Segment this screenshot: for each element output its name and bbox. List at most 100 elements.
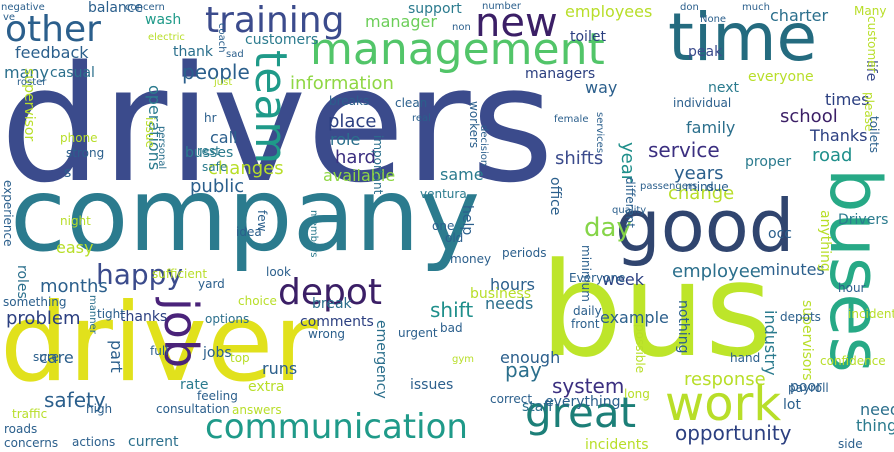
word: employee (672, 261, 761, 282)
word: periods (502, 246, 547, 260)
word: break (312, 296, 352, 312)
word: None (700, 14, 727, 25)
word: available (323, 166, 396, 185)
word: phone (60, 131, 98, 145)
word: issue (143, 117, 157, 148)
word: needs (485, 294, 534, 313)
word: members (308, 210, 319, 258)
word: people (182, 60, 250, 84)
word: s (64, 165, 72, 181)
word: occ (768, 226, 792, 242)
word: personal (156, 126, 167, 170)
word: minutes (760, 260, 825, 279)
word: long (624, 387, 650, 401)
word: family (686, 118, 736, 137)
word: high (86, 402, 113, 416)
word: industry (761, 310, 780, 376)
word: roster (17, 77, 47, 88)
word: traffic (12, 407, 48, 421)
word: week (602, 270, 645, 289)
word: Everyone (569, 271, 626, 285)
word: mins (685, 180, 714, 194)
word: bad (440, 321, 463, 335)
word: casual (50, 65, 95, 81)
word: toilet (570, 29, 606, 45)
word: depots (780, 310, 821, 324)
word: pay (505, 358, 542, 382)
word: sure (33, 350, 59, 364)
word: tight (97, 307, 125, 321)
word: managers (525, 66, 596, 82)
word: actions (72, 435, 116, 449)
word: way (585, 78, 618, 97)
word: correct (490, 392, 533, 406)
word: charter (770, 6, 829, 25)
word: easy (56, 238, 94, 257)
word: much (742, 2, 770, 13)
word: toilets (867, 116, 881, 154)
word: team (245, 50, 296, 165)
word: time (668, 0, 818, 76)
word: everyone (748, 69, 814, 85)
word: roads (4, 422, 38, 436)
word: one (432, 219, 455, 233)
word: strong (66, 146, 105, 160)
word: great (525, 388, 637, 437)
word: services (594, 112, 605, 154)
word: opportunity (675, 421, 792, 445)
word: communication (205, 407, 468, 447)
word: wash (145, 12, 182, 28)
word: enough (500, 348, 561, 367)
word: extra (248, 379, 285, 395)
word: good (615, 184, 795, 268)
word: call (210, 128, 238, 147)
word: breaks (329, 94, 370, 108)
word: customers (245, 32, 319, 48)
word: yard (198, 277, 225, 291)
word: information (290, 73, 394, 94)
word: rest (197, 144, 221, 158)
word: business (470, 286, 532, 302)
word: everything (545, 394, 621, 410)
word: balance (88, 0, 144, 16)
word: safe (202, 160, 228, 174)
word: anything (817, 210, 833, 272)
word: care (39, 348, 74, 367)
word: wrong (308, 327, 346, 341)
word: sufficient (152, 267, 208, 281)
word: public (190, 176, 245, 197)
word: need (860, 400, 894, 419)
word: front (571, 317, 600, 331)
word: company (10, 156, 481, 275)
word: office (547, 177, 563, 216)
word: system (552, 374, 625, 398)
word: female (554, 114, 589, 125)
word: issues (410, 377, 454, 393)
word: response (684, 369, 766, 390)
word: feedback (15, 43, 89, 62)
word: incidents (585, 437, 649, 452)
word: school (780, 106, 838, 127)
word: side (838, 437, 863, 451)
word: employees (565, 2, 653, 21)
word: full (150, 344, 169, 358)
word: clean (395, 96, 428, 110)
word: Many (854, 4, 887, 18)
word: training (205, 0, 345, 41)
word: shifts (555, 148, 604, 169)
word: top (230, 351, 250, 365)
word: options (205, 312, 250, 326)
word: management (310, 24, 605, 75)
word: concern (125, 2, 165, 13)
word: experience (1, 180, 15, 247)
word: example (600, 308, 669, 327)
word: problem (6, 308, 81, 329)
word: safety (44, 388, 106, 412)
word: money (450, 252, 492, 266)
word: choice (238, 294, 277, 308)
word: roles (14, 265, 30, 299)
word: sad (226, 49, 244, 60)
word: happy (96, 258, 184, 291)
